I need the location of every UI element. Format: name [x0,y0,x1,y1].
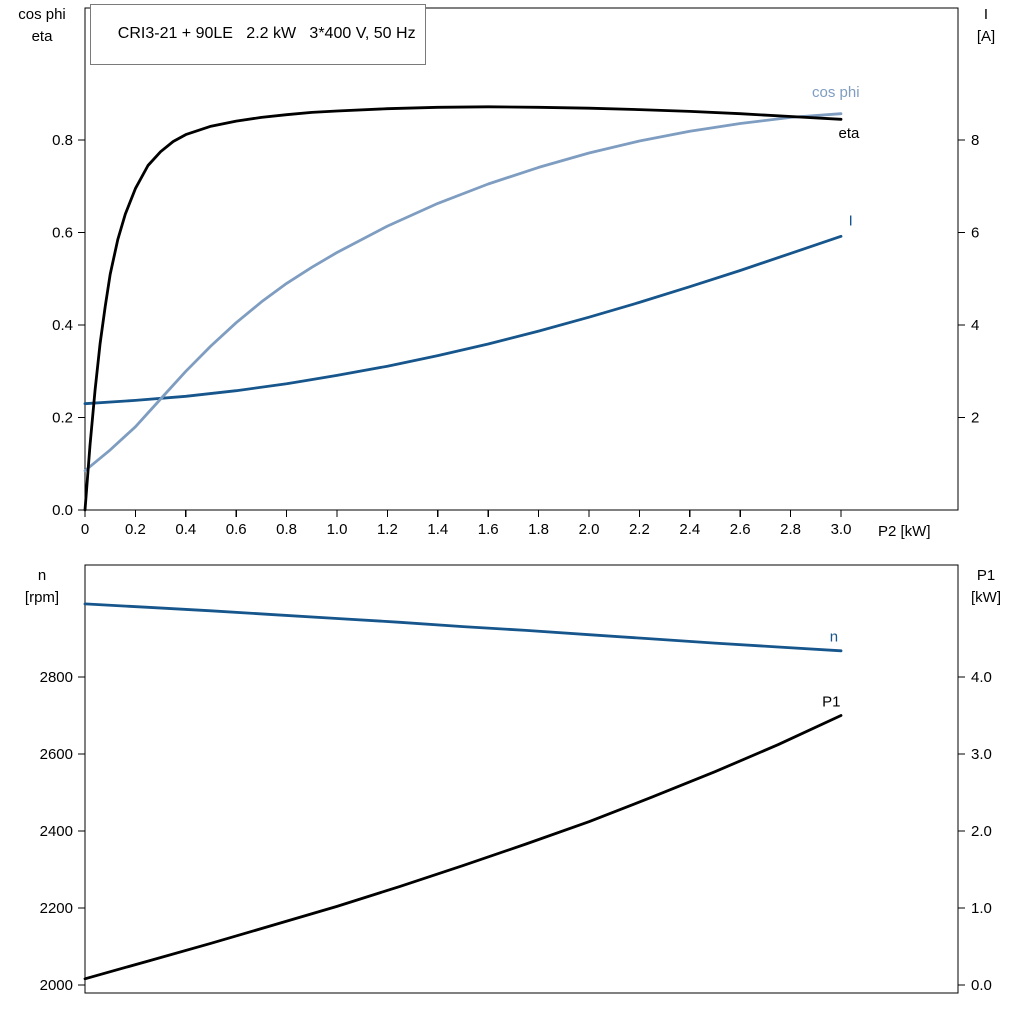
chart-top: 0.0 0.2 0.4 0.6 0.8 2 4 6 8 0 0.2 0.4 0.6 0.8 1.0 1.2 1.… [52,7,979,538]
axis-ticks [78,139,965,517]
bottom-right-axis-title-line2: [kW] [971,589,1001,606]
x-axis-title: P2 [kW] [878,523,931,540]
x-axis-tick-label: 2.2 [629,521,650,538]
left-axis-tick-label: 2400 [40,823,73,840]
left-axis-tick-label: 2000 [40,977,73,994]
right-axis-tick-label: 2 [971,410,979,427]
left-axis-tick-label: 0.6 [52,225,73,242]
x-axis-tick-label: 1.8 [528,521,549,538]
right-axis-tick-label: 0.0 [971,977,992,994]
x-axis-tick-label: 1.4 [427,521,448,538]
bottom-left-axis-title-line1: n [37,567,47,584]
series-p1-curve [83,714,843,981]
series-i-label: I [849,213,853,230]
right-axis-tick-label: 1.0 [971,900,992,917]
x-axis-tick-label: 0.8 [276,521,297,538]
left-axis-tick-label: 0.2 [52,410,73,427]
x-axis-tick-label: 1.2 [377,521,398,538]
bottom-left-axis-title-line2: [rpm] [24,589,60,606]
series-eta-curve [83,105,843,512]
x-axis-tick-label: 1.6 [478,521,499,538]
right-axis-tick-label: 4.0 [971,669,992,686]
right-axis-tick-label: 2.0 [971,823,992,840]
chart-bottom: 2000 2200 2400 2600 2800 0.0 1.0 2.0 3.0 4.0 n P1 [40,564,992,994]
left-axis-tick-label: 0.4 [52,317,73,334]
plot-frame [84,564,959,994]
x-axis-tick-label: 3.0 [831,521,852,538]
right-axis-tick-label: 8 [971,132,979,149]
series-n-curve [83,602,843,653]
top-left-axis-title-line2: eta [31,28,53,45]
bottom-right-axis-title-line1: P1 [976,567,996,584]
x-axis-tick-label: 2.4 [679,521,700,538]
right-axis-tick-label: 6 [971,225,979,242]
x-axis-tick-label: 0.6 [226,521,247,538]
x-axis-tick-label: 1.0 [327,521,348,538]
left-axis-tick-label: 0.8 [52,132,73,149]
right-axis-tick-label: 4 [971,317,979,334]
series-cos-phi-curve [83,112,843,473]
series-n-label: n [830,629,838,646]
plot-frame [84,7,959,511]
top-right-axis-title-line2: [A] [976,28,996,45]
left-axis-tick-label: 0.0 [52,502,73,519]
x-axis-tick-label: 2.0 [579,521,600,538]
series-p1-label: P1 [822,693,840,710]
x-axis-tick-label: 2.6 [730,521,751,538]
series-eta-label: eta [839,125,861,142]
chart-title: CRI3-21 + 90LE 2.2 kW 3*400 V, 50 Hz [117,25,416,42]
axis-ticks [78,676,965,986]
series-cos-phi-label: cos phi [812,84,860,101]
left-axis-tick-label: 2800 [40,669,73,686]
series-i-curve [83,234,843,406]
left-axis-tick-label: 2200 [40,900,73,917]
right-axis-tick-label: 3.0 [971,746,992,763]
chart-title-box: CRI3-21 + 90LE 2.2 kW 3*400 V, 50 Hz [90,4,426,65]
top-right-axis-title-line1: I [983,6,989,23]
left-axis-tick-label: 2600 [40,746,73,763]
x-axis-tick-label: 0.4 [175,521,196,538]
x-axis-tick-label: 2.8 [780,521,801,538]
x-axis-tick-label: 0 [81,521,89,538]
x-axis-tick-label: 0.2 [125,521,146,538]
top-left-axis-title-line1: cos phi [18,6,66,23]
